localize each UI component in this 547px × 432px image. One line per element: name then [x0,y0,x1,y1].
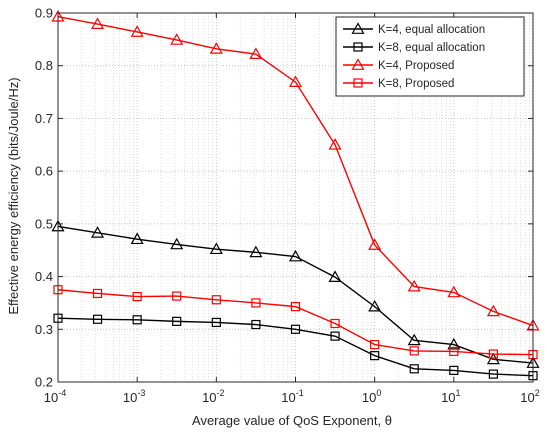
data-point [447,285,461,298]
y-tick-label: 0.4 [35,269,53,284]
data-point [330,331,340,341]
data-point [409,346,419,356]
y-axis-label: Effective energy efficiency (bits/Joule/… [6,77,21,314]
data-point [370,351,380,361]
legend-label: K=8, equal allocation [378,42,485,54]
series-1 [51,219,540,368]
data-point [251,298,261,308]
data-point [488,369,498,379]
data-point [368,299,382,312]
x-tick-label: 10-2 [202,388,224,405]
data-point [353,78,363,88]
x-tick-label: 10-1 [281,388,303,405]
data-point [351,58,365,70]
data-point [92,288,103,299]
data-point [288,249,303,262]
series-line [57,225,534,364]
data-point [130,232,144,245]
data-point [130,25,144,37]
series-line [57,317,534,377]
data-point [486,352,500,365]
data-point [488,349,498,359]
x-tick-label: 100 [362,388,381,405]
data-point [249,245,263,258]
data-point [486,304,500,317]
data-point [328,270,342,282]
legend-item: K=4, equal allocation [343,22,485,36]
y-tick-label: 0.6 [35,164,53,179]
data-point [407,333,421,346]
legend-item: K=4, Proposed [343,58,454,72]
y-tick-label: 0.5 [35,216,53,231]
data-point [170,33,184,45]
data-point [351,22,365,34]
series-layer [51,9,540,381]
y-tick-label: 0.9 [35,6,53,21]
series-3 [51,9,540,331]
data-point [447,337,461,350]
legend-label: K=8, Proposed [378,78,454,90]
y-tick-label: 0.2 [35,375,53,390]
data-point [92,314,103,324]
x-axis-label: Average value of QoS Exponent, θ [192,413,392,428]
data-point [449,346,459,357]
x-tick-label: 102 [520,388,539,405]
data-point [211,295,221,305]
y-tick-labels: 0.2 0.3 0.4 0.5 0.6 0.7 0.8 0.9 [35,6,53,390]
data-point [132,315,142,325]
legend-label: K=4, Proposed [378,60,454,72]
series-line [57,289,534,356]
data-point [290,324,301,334]
data-point [368,238,382,250]
x-tick-label: 10-4 [44,388,66,405]
data-point [330,318,340,329]
x-tick-labels: 10-4 10-3 10-2 10-1 100 101 102 [44,388,540,405]
data-point [209,242,223,255]
data-point [353,42,363,52]
data-point [91,226,105,238]
data-point [172,316,182,326]
data-point [211,317,221,328]
x-tick-label: 101 [441,388,460,405]
legend: K=4, equal allocation K=8, equal allocati… [335,16,525,97]
x-tick-label: 10-3 [123,388,145,405]
data-point [370,339,380,350]
data-point [132,292,142,302]
data-point [449,365,459,376]
data-point [288,75,303,87]
data-point [409,364,419,374]
legend-label: K=4, equal allocation [378,24,485,36]
y-tick-label: 0.7 [35,111,53,126]
data-point [209,42,223,54]
data-point [91,17,105,29]
data-point [328,138,342,150]
legend-item: K=8, equal allocation [343,42,485,54]
y-tick-label: 0.3 [35,322,53,337]
data-point [251,319,261,330]
y-tick-label: 0.8 [35,58,53,73]
data-point [407,279,421,292]
legend-item: K=8, Proposed [343,78,454,90]
data-point [249,47,263,60]
data-point [172,291,182,301]
data-point [170,237,184,250]
series-line [57,16,534,327]
data-point [290,302,301,312]
